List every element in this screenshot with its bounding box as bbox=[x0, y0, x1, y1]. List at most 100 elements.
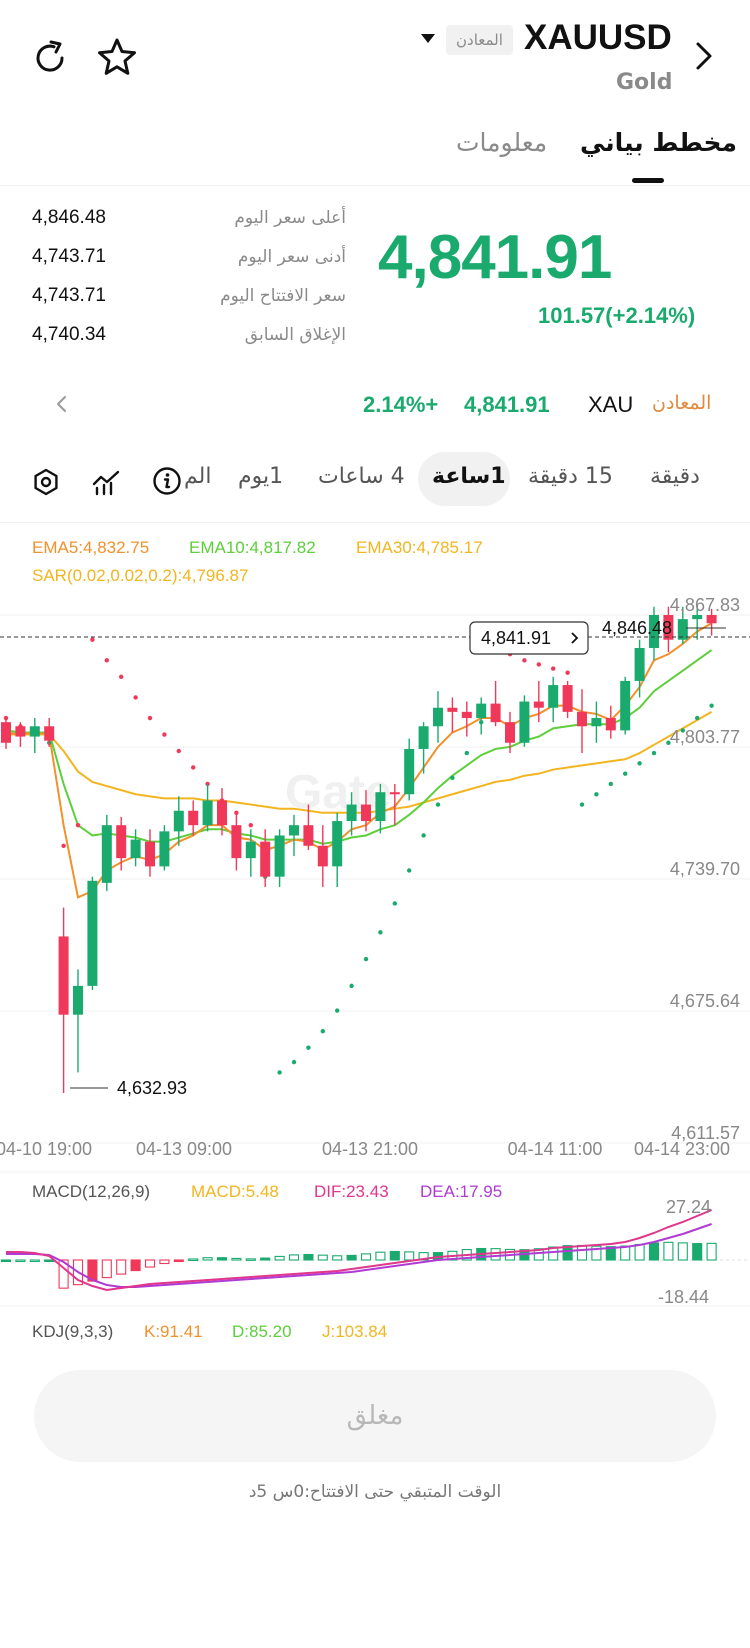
macd-bar bbox=[375, 1251, 386, 1261]
symbol-subtitle: Gold bbox=[616, 70, 673, 95]
candle bbox=[677, 606, 688, 644]
macd-bar bbox=[562, 1245, 573, 1261]
candle bbox=[1, 718, 11, 749]
sar-dot bbox=[709, 703, 714, 708]
y-tick-label: 4,803.77 bbox=[670, 727, 740, 747]
indicators-icon[interactable] bbox=[92, 468, 120, 496]
ticker-price: 4,841.91 bbox=[464, 392, 550, 417]
macd-bar bbox=[260, 1257, 271, 1261]
macd-bar bbox=[303, 1253, 314, 1261]
macd-bar bbox=[346, 1254, 357, 1261]
candle bbox=[231, 812, 242, 871]
legend-ema5: EMA5:4,832.75 bbox=[32, 538, 150, 557]
current-price-tag[interactable]: 4,841.91 bbox=[469, 621, 589, 655]
candle bbox=[476, 697, 487, 735]
candle bbox=[332, 812, 343, 887]
high-marker: 4,846.48 bbox=[602, 618, 726, 638]
tab-chart[interactable]: مخطط بياني bbox=[580, 128, 737, 157]
interval-more[interactable]: الم bbox=[184, 464, 212, 489]
info-icon[interactable] bbox=[152, 466, 182, 496]
tab-info[interactable]: معلومات bbox=[456, 128, 548, 157]
sar-dot bbox=[191, 765, 196, 770]
candle bbox=[533, 680, 544, 723]
sar-dot bbox=[248, 822, 253, 828]
interval-1d[interactable]: 1يوم bbox=[238, 464, 284, 489]
candle bbox=[29, 718, 40, 754]
divider bbox=[0, 185, 750, 186]
caret-down-icon[interactable] bbox=[420, 30, 436, 46]
interval-1m[interactable]: دقيقة bbox=[650, 464, 700, 489]
macd-bar bbox=[216, 1257, 228, 1261]
k-legend-value: K:91.41 bbox=[144, 1322, 203, 1340]
interval-1h[interactable]: 1ساعة bbox=[432, 464, 506, 489]
price-change: 101.57(+2.14%) bbox=[538, 303, 696, 328]
macd-bar bbox=[288, 1254, 300, 1261]
sar-dot bbox=[176, 748, 181, 754]
sar-dot bbox=[162, 732, 167, 737]
macd-bar bbox=[677, 1242, 688, 1261]
sar-dot bbox=[536, 662, 541, 667]
interval-4h[interactable]: 4 ساعات bbox=[318, 464, 405, 489]
macd-bar bbox=[58, 1259, 69, 1289]
macd-bar bbox=[404, 1251, 415, 1261]
macd-legend-label: MACD(12,26,9) bbox=[32, 1182, 150, 1201]
star-icon[interactable] bbox=[96, 36, 138, 78]
sar-dot bbox=[565, 670, 570, 675]
dif-line bbox=[6, 1209, 712, 1292]
chevron-left-icon[interactable] bbox=[52, 394, 72, 414]
sar-dot bbox=[320, 1029, 325, 1034]
ticker-symbol[interactable]: XAU bbox=[588, 392, 634, 417]
macd-bar bbox=[245, 1258, 256, 1261]
candle bbox=[245, 829, 256, 877]
chevron-left-icon[interactable] bbox=[684, 36, 724, 76]
candle bbox=[562, 680, 573, 719]
candle bbox=[130, 829, 141, 867]
macd-bar bbox=[101, 1259, 112, 1279]
candle bbox=[389, 783, 400, 826]
candle bbox=[461, 701, 472, 737]
x-tick-label: 04-10 19:00 bbox=[0, 1139, 92, 1159]
macd-bar bbox=[130, 1259, 141, 1272]
stat-prev-close-value: 4,740.34 bbox=[32, 324, 106, 345]
candle bbox=[490, 680, 501, 727]
candle bbox=[447, 697, 458, 733]
ticker-category: المعادن bbox=[652, 392, 712, 414]
ema5-line bbox=[5, 622, 713, 899]
candle bbox=[303, 804, 314, 850]
sar-dot bbox=[680, 728, 685, 733]
refresh-icon[interactable] bbox=[30, 38, 70, 78]
interval-15m[interactable]: 15 دقيقة bbox=[528, 464, 613, 489]
candle bbox=[274, 829, 285, 887]
macd-bar bbox=[317, 1254, 328, 1261]
dea-legend-value: DEA:17.95 bbox=[420, 1182, 502, 1201]
candle bbox=[289, 814, 299, 857]
macd-bar bbox=[634, 1243, 645, 1261]
sar-dot bbox=[90, 637, 95, 642]
sar-dot bbox=[464, 750, 469, 756]
candle bbox=[706, 608, 717, 636]
sar-dot bbox=[104, 658, 110, 663]
sar-dot bbox=[291, 1059, 297, 1065]
stat-day-high-label: أعلى سعر اليوم bbox=[234, 208, 346, 228]
settings-icon[interactable] bbox=[32, 468, 60, 496]
category-badge: المعادن bbox=[446, 25, 513, 55]
symbol-title: XAUUSD bbox=[524, 18, 672, 57]
market-closed-button[interactable]: مغلق bbox=[34, 1370, 716, 1462]
macd-bar bbox=[706, 1242, 717, 1261]
sar-dot bbox=[579, 802, 585, 807]
stat-day-low-label: أدنى سعر اليوم bbox=[237, 247, 346, 267]
macd-bar bbox=[144, 1259, 156, 1268]
candle bbox=[15, 722, 26, 747]
sar-dot bbox=[450, 775, 455, 780]
macd-bar bbox=[159, 1259, 170, 1265]
y-tick-label: 4,675.64 bbox=[670, 991, 740, 1011]
candle bbox=[620, 676, 631, 735]
sar-dot bbox=[392, 901, 397, 906]
macd-ytick-bottom: -18.44 bbox=[658, 1287, 709, 1307]
price-chart[interactable]: Gate 4,867.834,803.774,739.704,675.644,6… bbox=[0, 530, 750, 1340]
macd-bar bbox=[692, 1243, 703, 1261]
candle bbox=[692, 604, 703, 640]
candle bbox=[375, 783, 386, 834]
macd-bar bbox=[389, 1250, 400, 1261]
sar-dot bbox=[133, 695, 138, 700]
